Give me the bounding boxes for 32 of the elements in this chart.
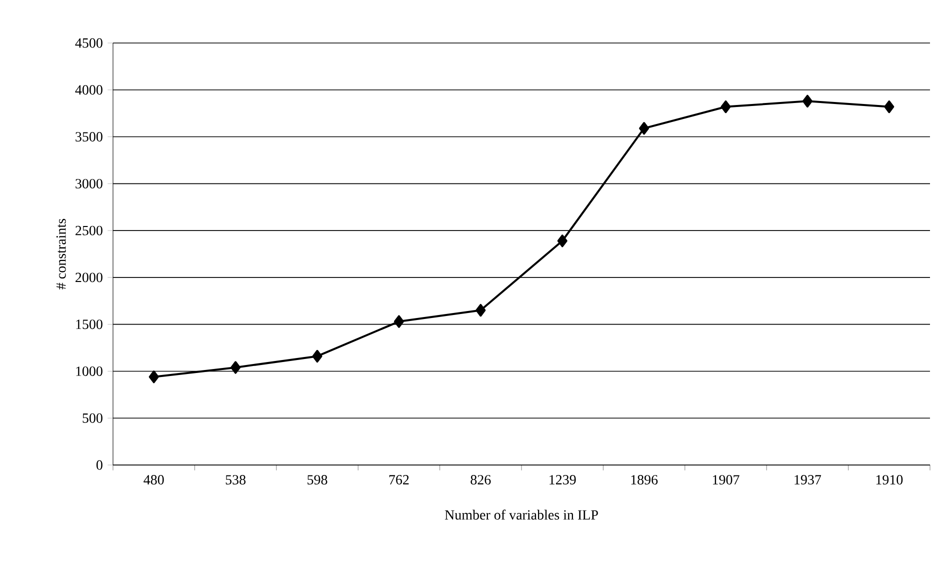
y-tick-label: 3500 xyxy=(76,132,102,142)
y-tick-label: 1000 xyxy=(76,366,102,376)
x-tick-label: 1907 xyxy=(712,475,740,484)
y-tick-label: 0 xyxy=(96,460,102,470)
point xyxy=(639,122,650,135)
x-tick-label: 1239 xyxy=(550,475,576,484)
y-tick-label: 4000 xyxy=(75,85,102,95)
y-tick-label: 3000 xyxy=(76,178,102,188)
x-tick-label: 1910 xyxy=(876,475,903,484)
x-axis-title: Number of variables in ILP xyxy=(444,510,598,520)
x-tick-label: 1937 xyxy=(794,475,822,484)
point xyxy=(230,361,241,374)
x-tick-label: 1896 xyxy=(631,475,658,484)
x-tick-label: 826 xyxy=(470,475,491,484)
point xyxy=(557,234,568,248)
y-tick-label: 2000 xyxy=(76,272,102,282)
point xyxy=(312,350,322,363)
point xyxy=(394,315,404,328)
y-axis-title: # constraints xyxy=(56,218,66,290)
x-tick-label: 598 xyxy=(308,475,328,484)
x-tick-label: 538 xyxy=(226,475,246,484)
point xyxy=(720,100,731,114)
point xyxy=(802,94,812,108)
point xyxy=(476,304,486,317)
y-tick-label: 2500 xyxy=(76,226,102,236)
x-tick-label: 762 xyxy=(389,475,409,484)
point xyxy=(148,370,159,384)
y-tick-label: 1500 xyxy=(76,320,102,330)
point xyxy=(884,100,894,114)
y-tick-label: 500 xyxy=(82,413,102,423)
y-tick-label: 4500 xyxy=(75,38,102,48)
x-tick-label: 480 xyxy=(144,475,164,484)
